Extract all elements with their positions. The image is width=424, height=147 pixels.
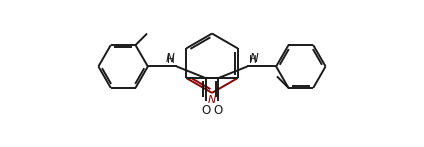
Text: H: H [167,55,175,65]
Text: N: N [249,52,258,65]
Text: O: O [214,104,223,117]
Text: O: O [201,104,210,117]
Text: N: N [166,52,175,65]
Text: H: H [249,55,257,65]
Text: N: N [208,95,216,105]
